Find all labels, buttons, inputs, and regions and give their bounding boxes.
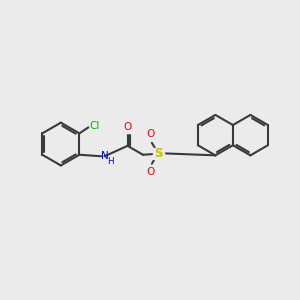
- Text: Cl: Cl: [90, 121, 100, 131]
- Bar: [153, 148, 164, 159]
- Text: O: O: [146, 129, 154, 139]
- Text: O: O: [146, 167, 154, 177]
- Text: O: O: [123, 122, 132, 132]
- Text: N: N: [101, 151, 109, 161]
- Text: S: S: [154, 147, 163, 160]
- Text: S: S: [154, 147, 163, 160]
- Text: H: H: [108, 157, 114, 166]
